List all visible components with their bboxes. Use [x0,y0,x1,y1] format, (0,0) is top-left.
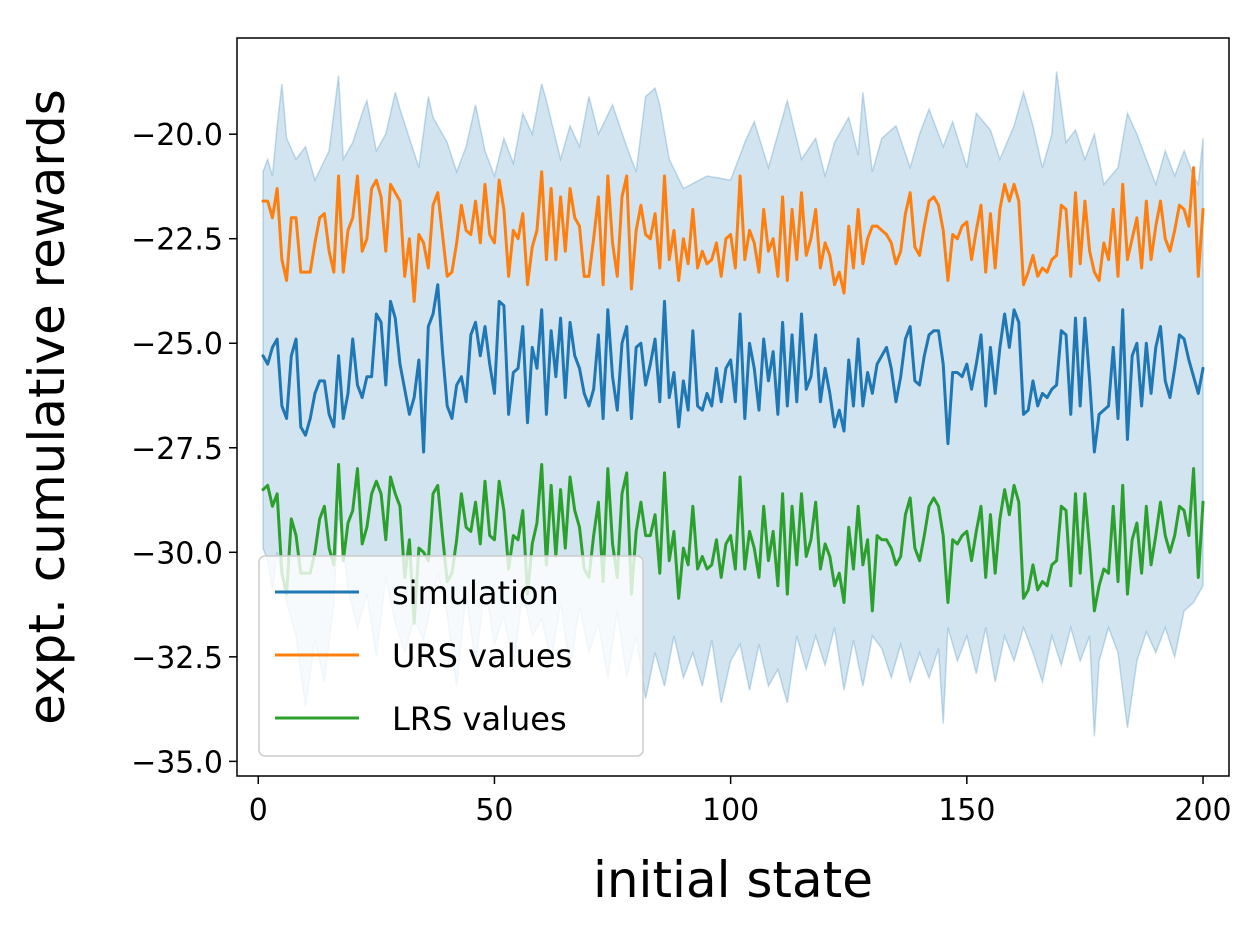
y-tick-label: −25.0 [131,327,223,362]
x-tick-label: 0 [249,793,268,828]
y-tick-label: −30.0 [131,536,223,571]
legend-label-lrs-values: LRS values [392,700,567,738]
y-tick-label: −27.5 [131,432,223,467]
x-tick-label: 200 [1174,793,1231,828]
plot-frame [236,37,1230,777]
y-tick-label: −32.5 [131,641,223,676]
x-tick-label: 150 [938,793,995,828]
series-lines [261,166,1205,625]
y-tick-label: −22.5 [131,223,223,258]
series-line-urs-values [261,166,1205,303]
x-tick-label: 50 [475,793,513,828]
legend-label-simulation: simulation [392,574,559,612]
series-line-simulation [261,283,1205,454]
y-axis-label: expt. cumulative rewards [18,89,76,725]
x-axis-ticks: 0 50 100 150 200 [249,776,1232,828]
legend: simulation URS values LRS values [258,555,644,757]
legend-box [258,555,644,757]
series-line-lrs-values [261,462,1205,625]
y-tick-label: −20.0 [131,118,223,153]
y-axis-ticks: −20.0 −22.5 −25.0 −27.5 −30.0 −32.5 −35.0 [131,118,237,780]
x-axis-label: initial state [593,851,873,909]
legend-label-urs-values: URS values [392,637,572,675]
y-tick-label: −35.0 [131,745,223,780]
x-tick-label: 100 [702,793,759,828]
